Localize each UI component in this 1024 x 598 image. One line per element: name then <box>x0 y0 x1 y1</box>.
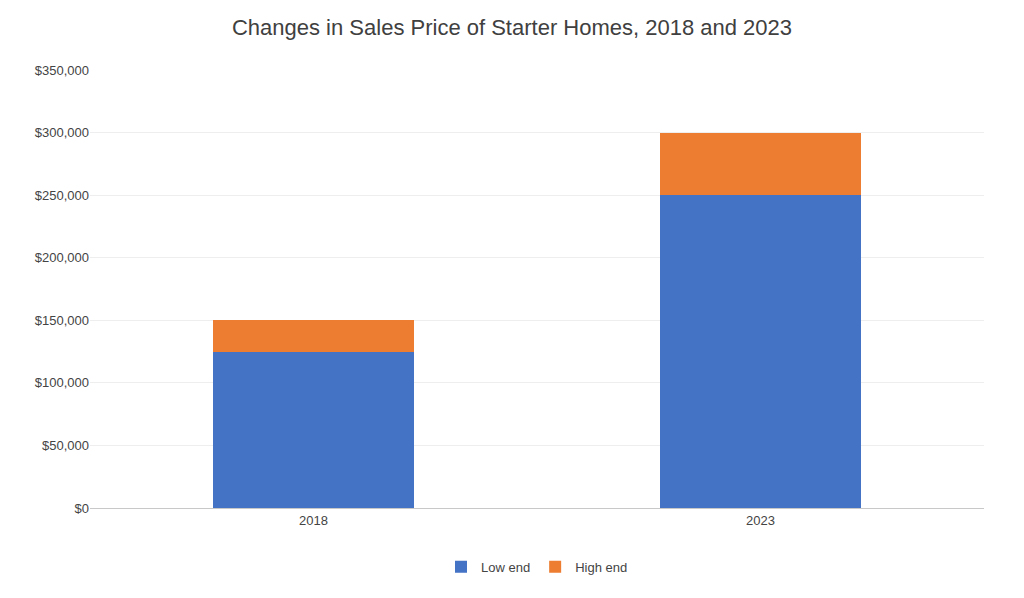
svg-text:Changes in Sales Price of Star: Changes in Sales Price of Starter Homes,… <box>232 15 792 40</box>
svg-text:$100,000: $100,000 <box>35 375 89 390</box>
svg-text:$250,000: $250,000 <box>35 188 89 203</box>
svg-text:Low end: Low end <box>481 560 530 575</box>
svg-text:2023: 2023 <box>746 513 775 528</box>
svg-text:$200,000: $200,000 <box>35 250 89 265</box>
svg-text:2018: 2018 <box>299 513 328 528</box>
svg-text:$300,000: $300,000 <box>35 125 89 140</box>
svg-text:High end: High end <box>575 560 627 575</box>
svg-text:$350,000: $350,000 <box>35 63 89 78</box>
svg-text:$0: $0 <box>75 501 89 516</box>
svg-text:$50,000: $50,000 <box>42 438 89 453</box>
svg-text:$150,000: $150,000 <box>35 313 89 328</box>
